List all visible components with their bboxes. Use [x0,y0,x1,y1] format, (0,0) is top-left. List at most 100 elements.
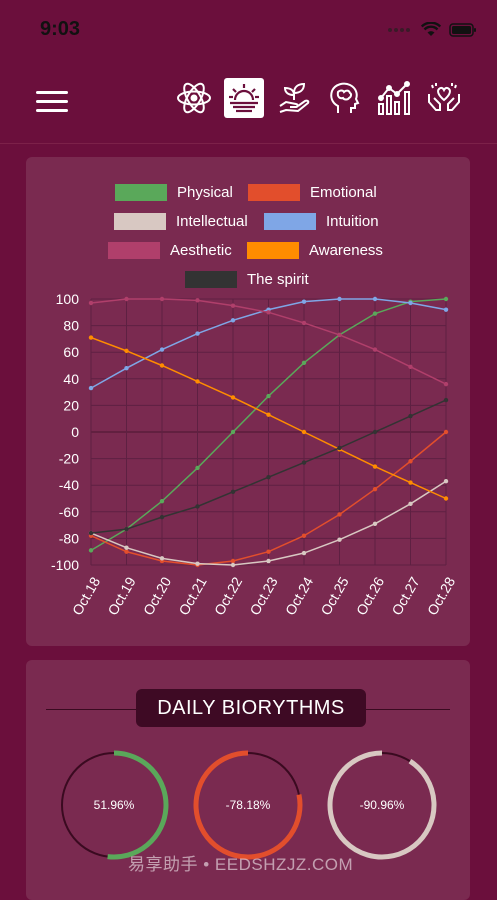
y-tick-label: 0 [71,424,79,440]
data-point [372,347,378,352]
ring-gauge [61,750,169,860]
data-point [195,331,200,336]
y-tick-label: 60 [63,344,79,360]
data-point [266,310,271,315]
data-point [443,496,449,501]
x-tick-label: Oct.23 [246,574,281,618]
y-tick-label: 80 [63,318,79,334]
watermark: 易享助手 • EEDSHZJZ.COM [128,855,354,874]
data-point [230,558,236,564]
data-point [443,296,449,302]
data-point [408,300,413,306]
data-point [266,412,271,417]
data-point [266,549,271,554]
ring-gauge [327,750,437,860]
x-tick-label: Oct.21 [175,574,210,618]
data-point [301,360,307,366]
legend-label: The spirit [247,270,309,288]
menu-button[interactable] [36,91,68,113]
ring-progress [327,750,437,860]
data-point [266,475,271,480]
data-point [159,556,165,561]
legend-swatch [108,241,160,259]
legend-swatch [114,212,166,230]
legend-item-awareness[interactable]: Awareness [247,240,383,260]
legend-item-emotional[interactable]: Emotional [248,182,377,202]
x-tick-label: Oct.27 [388,574,423,618]
data-point [337,512,342,517]
data-point [195,504,200,509]
legend-swatch [247,241,299,259]
data-point [159,296,165,302]
chart-icon[interactable] [374,78,414,118]
data-point [266,393,271,399]
ring-value: -78.18% [225,798,271,812]
legend-label: Emotional [310,183,377,201]
x-tick-label: Oct.20 [140,574,175,618]
x-tick-label: Oct.18 [69,574,104,618]
y-tick-label: 20 [63,397,79,413]
data-point [159,363,165,368]
physical-ring[interactable]: 51.96% [59,750,169,860]
data-point [230,395,236,400]
data-point [195,465,200,471]
data-point [88,300,94,306]
data-point [372,429,378,435]
data-point [124,545,129,550]
data-point [230,303,236,308]
plant-icon[interactable] [274,78,314,118]
x-tick-label: Oct.28 [424,574,459,618]
heart-hands-icon[interactable] [424,78,464,118]
legend-item-intellectual[interactable]: Intellectual [114,211,248,231]
ring-gauge [193,750,303,860]
legend-label: Intellectual [176,212,248,230]
ring-progress [107,750,169,860]
data-point [337,332,342,338]
legend-label: Awareness [309,241,383,259]
legend-swatch [185,270,237,288]
x-tick-label: Oct.25 [317,574,352,618]
data-point [372,464,378,469]
data-point [408,501,413,507]
sunrise-icon[interactable] [224,78,264,118]
y-tick-label: -80 [59,530,79,546]
x-tick-label: Oct.22 [211,574,246,618]
emotional-ring[interactable]: -78.18% [193,750,303,860]
data-point [337,537,342,542]
data-point [408,480,413,485]
legend-label: Physical [177,183,233,201]
data-point [230,562,236,568]
legend-label: Aesthetic [170,241,232,259]
legend-swatch [264,212,316,230]
mode-icons [174,78,464,118]
data-point [372,296,378,302]
data-point [372,486,378,492]
data-point [443,429,449,435]
battery-icon [449,22,476,37]
legend-swatch [248,183,300,201]
data-point [301,550,307,556]
data-point [408,364,413,370]
legend-item-intuition[interactable]: Intuition [264,211,379,231]
legend-item-aesthetic[interactable]: Aesthetic [108,240,232,260]
data-point [88,385,94,391]
data-point [159,514,165,520]
atom-icon[interactable] [174,78,214,118]
daily-card: DAILY BIORYTHMS 51.96% -78.18% -90.96% [26,660,470,900]
data-point [230,489,236,495]
brain-icon[interactable] [324,78,364,118]
intellectual-ring[interactable]: -90.96% [327,750,437,860]
legend-swatch [115,183,167,201]
data-point [301,429,307,435]
legend-item-physical[interactable]: Physical [115,182,233,202]
status-time: 9:03 [40,18,81,40]
data-point [443,307,449,312]
y-tick-label: -40 [59,477,79,493]
data-point [372,521,378,526]
signal-icon [388,27,410,32]
data-point [88,530,94,536]
data-point [159,347,165,352]
x-tick-label: Oct.24 [282,574,317,618]
legend-item-spirit[interactable]: The spirit [185,269,309,289]
data-point [88,548,94,553]
